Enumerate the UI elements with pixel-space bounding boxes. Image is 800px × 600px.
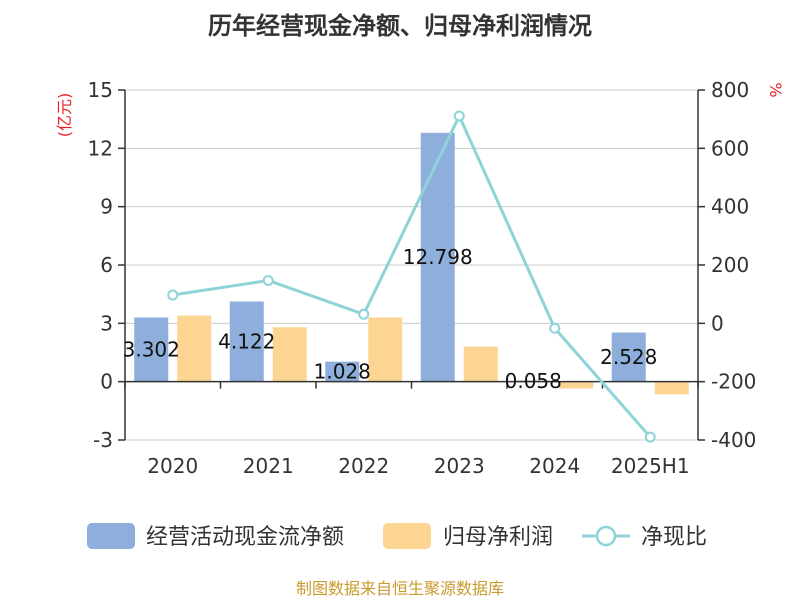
category-label: 2024 [529, 454, 580, 478]
category-label: 2020 [147, 454, 198, 478]
legend: 经营活动现金流净额 归母净利润 净现比 [87, 523, 707, 550]
ratio-point [167, 289, 179, 301]
legend-marker-ratio [595, 525, 617, 547]
legend-label-net-profit: 归母净利润 [443, 525, 553, 550]
chart-title: 历年经营现金净额、归母净利润情况 [208, 12, 592, 40]
ratio-point [644, 431, 656, 443]
ratio-point [453, 110, 465, 122]
right-tick-label: 800 [711, 78, 749, 102]
left-tick-label: 9 [100, 195, 113, 219]
data-label-cash-flow: 2.528 [600, 345, 657, 369]
data-labels: 3.302 4.122 1.028 12.798 0.058 2.528 [123, 245, 658, 393]
legend-label-cash-flow: 经营活动现金流净额 [146, 525, 344, 550]
category-label: 2022 [338, 454, 389, 478]
right-tick-label: 200 [711, 253, 749, 277]
bar-net-profit [654, 381, 689, 395]
data-label-cash-flow: 12.798 [403, 245, 473, 269]
data-label-cash-flow: 3.302 [123, 338, 180, 362]
bar-cash-flow [229, 301, 264, 382]
left-tick-label: 3 [100, 311, 113, 335]
left-axis-unit: (亿元) [55, 93, 74, 138]
source-note: 制图数据来自恒生聚源数据库 [296, 579, 504, 598]
bars [134, 132, 689, 395]
bar-cash-flow [611, 332, 646, 382]
left-tick-label: 6 [100, 253, 113, 277]
bar-cash-flow [325, 361, 360, 382]
left-tick-label: 15 [88, 78, 113, 102]
legend-label-ratio: 净现比 [641, 525, 707, 550]
bar-net-profit [272, 327, 307, 382]
ratio-line [167, 110, 656, 443]
right-tick-label: 600 [711, 136, 749, 160]
data-label-cash-flow: 1.028 [314, 360, 371, 384]
legend-swatch-cash-flow [87, 523, 135, 549]
right-tick-label: -400 [711, 428, 756, 452]
ratio-line-path [172, 112, 652, 439]
ratio-point [262, 274, 274, 286]
left-tick-label: -3 [93, 428, 113, 452]
right-axis-unit: % [766, 82, 785, 97]
bar-cash-flow [134, 317, 169, 382]
category-label: 2025H1 [611, 454, 690, 478]
bar-net-profit [368, 317, 403, 382]
bar-net-profit [463, 346, 498, 382]
right-tick-label: 400 [711, 195, 749, 219]
category-label: 2023 [434, 454, 485, 478]
left-tick-label: 12 [88, 136, 113, 160]
bar-net-profit [177, 315, 212, 382]
data-label-cash-flow: 4.122 [218, 330, 275, 354]
right-tick-label: -200 [711, 370, 756, 394]
legend-swatch-net-profit [383, 523, 431, 549]
category-label: 2021 [243, 454, 294, 478]
left-tick-label: 0 [100, 370, 113, 394]
bar-cash-flow [420, 132, 455, 382]
ratio-point [549, 322, 561, 334]
right-tick-label: 0 [711, 311, 724, 335]
gridlines [125, 89, 698, 441]
data-label-cash-flow: 0.058 [505, 369, 562, 393]
axes: -3 0 3 6 9 12 15 -400 -200 0 200 400 600 800 2020 2021 2… [88, 78, 757, 478]
bar-net-profit [559, 381, 594, 389]
ratio-point [358, 308, 370, 320]
